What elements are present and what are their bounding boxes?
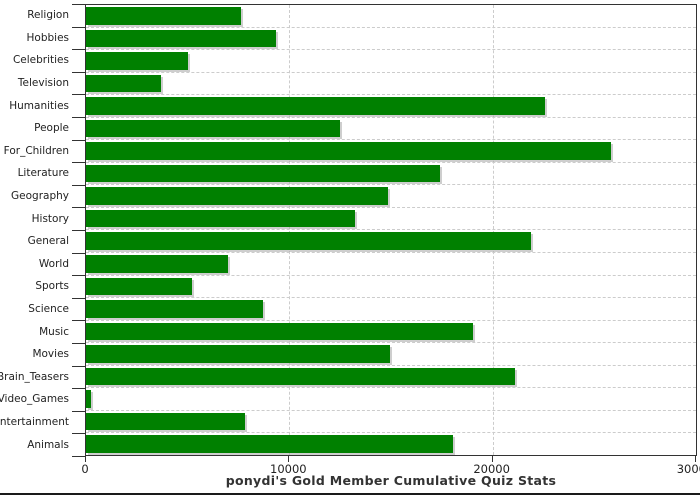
bar-literature: [86, 164, 440, 183]
category-axis-label: Geography: [11, 190, 69, 203]
category-axis-label: Celebrities: [12, 54, 69, 67]
y-axis-tick: [72, 162, 85, 163]
x-axis-tick-label: 30000: [676, 462, 700, 476]
bar-animals: [86, 435, 454, 453]
category-axis-label: People: [34, 122, 69, 135]
bar-television: [86, 74, 162, 93]
bar-row: [86, 208, 696, 231]
category-axis-label: History: [31, 212, 69, 225]
y-axis-tick: [72, 94, 85, 95]
y-axis-tick: [72, 27, 85, 28]
category-axis-label: Science: [28, 303, 69, 316]
category-axis-label: For_Children: [3, 144, 69, 157]
bar-row: [86, 140, 696, 163]
y-axis-tick: [72, 275, 85, 276]
bar-religion: [86, 7, 241, 25]
x-axis-tick: [695, 455, 696, 462]
x-axis-tick: [288, 455, 290, 462]
category-axis-label: Religion: [27, 9, 69, 22]
y-axis-tick: [72, 117, 85, 118]
bar-geography: [86, 187, 388, 205]
bar-row: [86, 276, 696, 299]
bar-row: [86, 388, 696, 411]
bar-rows: [86, 5, 696, 455]
bar-science: [86, 300, 263, 318]
y-axis-tick: [72, 298, 85, 299]
bar-world: [86, 255, 229, 273]
bar-celebrities: [86, 52, 188, 70]
bar-history: [86, 209, 356, 228]
y-axis-tick: [72, 4, 85, 5]
vertical-gridline: [492, 5, 494, 455]
bar-music: [86, 322, 474, 341]
category-axis-label: Hobbies: [26, 31, 70, 44]
bar-row: [86, 118, 696, 141]
bar-row: [86, 253, 696, 276]
bar-brain_teasers: [86, 367, 516, 386]
y-axis-tick: [72, 366, 85, 367]
x-axis-tick: [85, 455, 86, 462]
bar-row: [86, 163, 696, 186]
x-axis-tick: [491, 455, 493, 462]
bar-row: [86, 50, 696, 73]
category-axis-label: Animals: [27, 438, 69, 451]
category-axis-label: World: [38, 257, 69, 270]
bar-row: [86, 28, 696, 51]
y-axis-tick: [72, 72, 85, 73]
vertical-gridline: [289, 5, 291, 455]
x-axis-tick-label: 0: [81, 462, 89, 476]
bar-row: [86, 230, 696, 254]
y-axis-tick: [72, 230, 85, 231]
chart-title: ponydi's Gold Member Cumulative Quiz Sta…: [225, 473, 557, 488]
bottom-divider: [0, 493, 700, 495]
y-axis-tick: [72, 49, 85, 50]
category-axis-label: Television: [17, 77, 69, 90]
category-axis-label: Literature: [17, 167, 69, 180]
y-axis-tick: [72, 343, 85, 344]
bar-general: [86, 232, 532, 251]
bar-row: [86, 95, 696, 118]
y-axis-tick: [72, 433, 85, 434]
bar-humanities: [86, 97, 545, 115]
y-axis-tick: [72, 388, 85, 389]
bar-people: [86, 119, 341, 138]
category-axis: Religion Hobbies Celebrities Television Huma…: [0, 4, 80, 456]
bar-for_children: [86, 142, 611, 160]
category-axis-label: General: [27, 235, 69, 248]
bar-sports: [86, 277, 192, 296]
bar-row: [86, 73, 696, 96]
y-axis-tick: [72, 140, 85, 141]
bar-row: [86, 298, 696, 321]
x-axis-tick-label: 20000: [473, 462, 510, 476]
bar-row: [86, 185, 696, 208]
category-axis-label: Video_Games: [0, 393, 69, 406]
y-axis-tick: [72, 320, 85, 321]
bar-row: [86, 411, 696, 434]
y-axis-tick: [72, 207, 85, 208]
bar-hobbies: [86, 29, 277, 48]
category-axis-label: Entertainment: [0, 415, 69, 428]
bar-row: [86, 5, 696, 28]
bar-row: [86, 366, 696, 389]
bar-video_games: [86, 390, 92, 408]
category-axis-label: Brain_Teasers: [0, 370, 69, 383]
bar-entertainment: [86, 412, 245, 431]
x-axis-tick-label: 10000: [270, 462, 307, 476]
bar-row: [86, 343, 696, 366]
y-axis-tick: [72, 456, 85, 457]
bar-row: [86, 321, 696, 344]
category-axis-label: Sports: [35, 280, 69, 293]
y-axis-tick: [72, 411, 85, 412]
plot-area: [85, 4, 697, 456]
category-axis-label: Music: [39, 325, 69, 338]
y-axis-tick: [72, 253, 85, 254]
bar-movies: [86, 345, 390, 363]
y-axis-tick: [72, 185, 85, 186]
bar-row: [86, 433, 696, 455]
category-axis-label: Humanities: [9, 99, 69, 112]
category-axis-label: Movies: [32, 348, 69, 361]
